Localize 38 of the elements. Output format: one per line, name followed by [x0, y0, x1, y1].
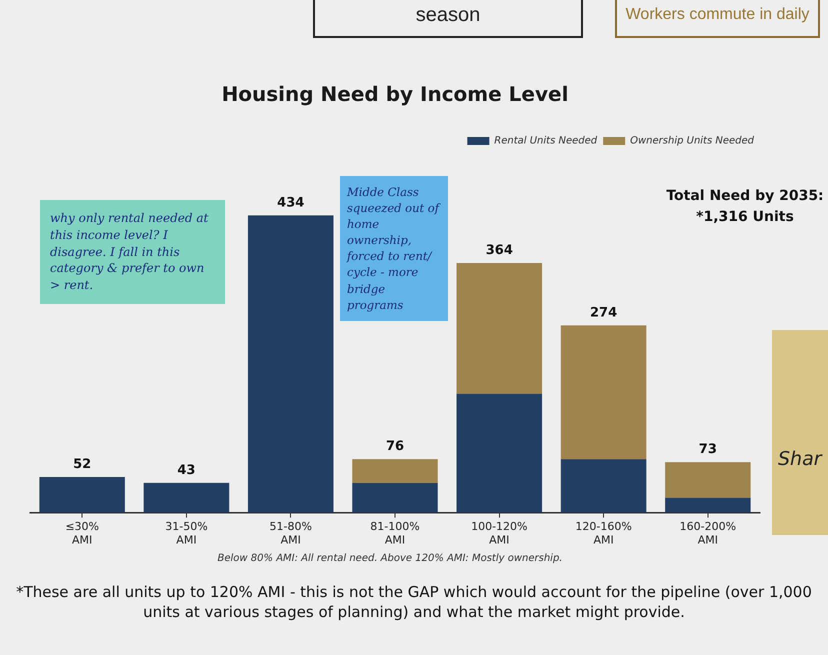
- bar: [456, 262, 542, 394]
- sticky-note: Midde Class squeezed out of home ownership, forced to rent/ cycle - more bridge programs: [340, 176, 448, 321]
- annotation: why only rental needed at this income level? I disagree. I fall in this category & prefer to own > rent.: [50, 210, 210, 294]
- bar: [560, 325, 646, 460]
- annotation: Midde Class squeezed out of home ownership, forced to rent/ cycle - more bridge programs: [347, 184, 441, 313]
- annotation: 364: [486, 242, 513, 258]
- annotation: 434: [277, 195, 304, 210]
- annotation: 52: [73, 456, 92, 472]
- x-tick-label: 51-80% AMI: [270, 520, 312, 546]
- panel: Shar: [772, 330, 828, 535]
- bar: [352, 459, 438, 483]
- legend-label: Rental Units Needed: [494, 136, 598, 147]
- annotation: 274: [590, 305, 618, 320]
- bar: [248, 215, 334, 513]
- bar: [665, 462, 751, 498]
- annotation: 43: [177, 462, 196, 478]
- bar: [456, 394, 542, 513]
- bar: [352, 482, 438, 513]
- x-tick-label: 160-200% AMI: [680, 520, 736, 546]
- x-tick-label: 81-100% AMI: [370, 520, 420, 546]
- bar: [144, 482, 230, 513]
- bar: [665, 498, 751, 513]
- x-tick-label: 100-120% AMI: [471, 520, 528, 546]
- sticky-note: why only rental needed at this income level? I disagree. I fall in this category & prefer to own > rent.: [40, 200, 225, 304]
- text: Workers commute in daily: [615, 0, 820, 38]
- bar: [560, 459, 646, 513]
- x-tick-label: 120-160% AMI: [575, 520, 632, 546]
- chart-title: Housing Need by Income Level: [222, 82, 568, 106]
- annotation: Total Need by 2035: *1,316 Units: [665, 187, 825, 227]
- annotation: 73: [698, 442, 717, 457]
- x-tick-label: ≤30% AMI: [65, 520, 99, 546]
- bar: [39, 476, 125, 513]
- text: Below 80% AMI: All rental need. Above 120% AMI: Mostly ownership.: [216, 553, 564, 564]
- text: *These are all units up to 120% AMI - this is not the GAP which would account for the pipeline (over 1,000 units at various stages of planning) and what the market might provide.: [15, 582, 813, 622]
- annotation: 76: [386, 438, 404, 454]
- text: season: [313, 0, 583, 38]
- legend-label: Ownership Units Needed: [630, 136, 755, 147]
- x-tick-label: 31-50% AMI: [165, 520, 208, 546]
